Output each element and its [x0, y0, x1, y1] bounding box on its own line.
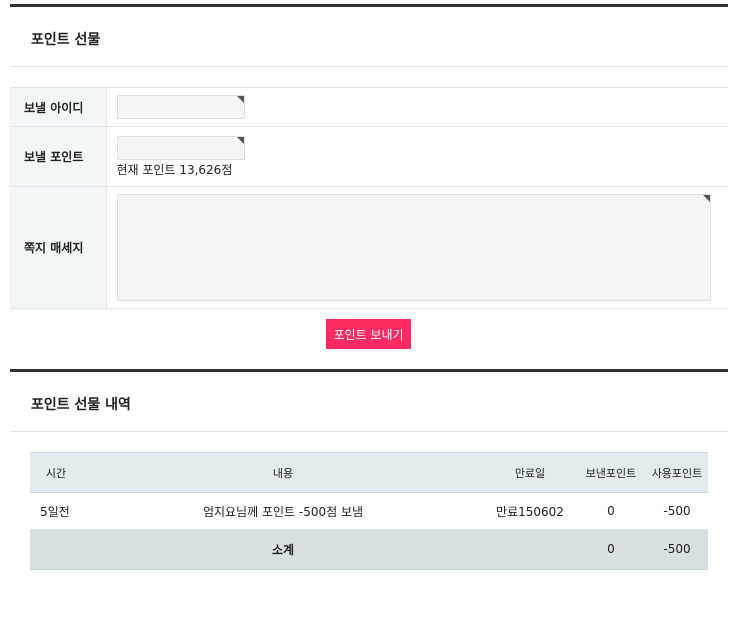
- gift-title: 포인트 선물: [31, 32, 101, 48]
- current-points: 현재 포인트 13,626점: [116, 162, 233, 177]
- message-textarea[interactable]: [116, 194, 711, 301]
- section-divider: [10, 369, 728, 372]
- history-table: 시간 내용 만료일 보낸포인트 사용포인트 5일전 엄지요님께 포인트 -500…: [30, 452, 708, 570]
- subtotal-label: 소계: [82, 529, 484, 570]
- cell-sent: 0: [607, 504, 615, 518]
- subtotal-row: 소계 0 -500: [30, 529, 708, 570]
- col-time: 시간: [30, 452, 82, 493]
- col-content: 내용: [82, 452, 484, 493]
- section-divider: [10, 4, 728, 7]
- gift-form: 보낼 아이디 보낼 포인트 현재 포인트 13,626점 쪽지 매세지: [10, 87, 728, 309]
- cell-expiry: 만료150602: [496, 504, 564, 519]
- col-used: 사용포인트: [646, 452, 708, 493]
- subtotal-used: -500: [646, 529, 708, 570]
- point-label: 보낼 포인트: [10, 126, 107, 187]
- col-sent: 보낸포인트: [576, 452, 646, 493]
- divider: [10, 66, 728, 67]
- cell-time: 5일전: [40, 504, 70, 519]
- recipient-id-input[interactable]: [116, 95, 245, 119]
- point-amount-input[interactable]: [116, 135, 245, 160]
- send-points-button[interactable]: 포인트 보내기: [326, 319, 411, 349]
- col-expiry: 만료일: [484, 452, 576, 493]
- cell-content: 엄지요님께 포인트 -500점 보냄: [202, 504, 364, 519]
- cell-used: -500: [663, 504, 691, 518]
- message-label: 쪽지 매세지: [10, 186, 107, 309]
- history-title: 포인트 선물 내역: [31, 397, 131, 413]
- id-label: 보낼 아이디: [10, 87, 107, 127]
- divider: [10, 431, 728, 432]
- subtotal-sent: 0: [576, 529, 646, 570]
- table-row: 5일전 엄지요님께 포인트 -500점 보냄 만료150602 0 -500: [30, 493, 708, 530]
